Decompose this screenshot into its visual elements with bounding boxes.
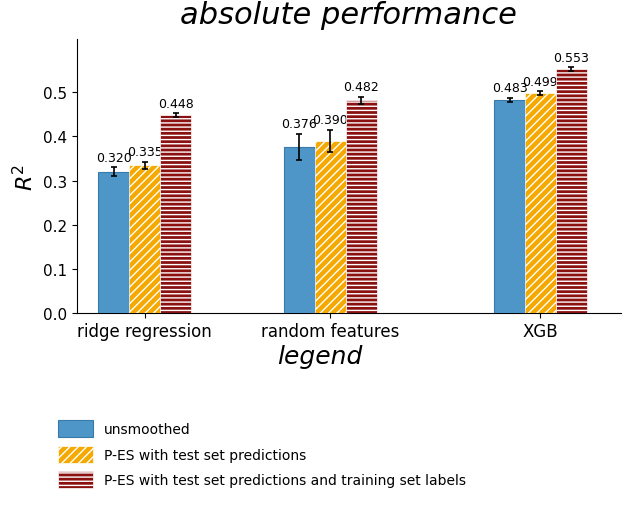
Text: 0.499: 0.499 xyxy=(523,75,558,88)
Bar xyxy=(284,148,315,313)
Bar xyxy=(556,70,587,313)
Bar xyxy=(129,166,160,313)
Text: 0.483: 0.483 xyxy=(492,82,527,95)
Y-axis label: $R^2$: $R^2$ xyxy=(12,163,37,190)
Text: legend: legend xyxy=(277,344,363,368)
Bar xyxy=(346,101,376,313)
Text: 0.320: 0.320 xyxy=(96,152,132,165)
Text: 0.482: 0.482 xyxy=(343,81,379,94)
Text: 0.376: 0.376 xyxy=(282,118,317,131)
Bar xyxy=(99,172,129,313)
Title: absolute performance: absolute performance xyxy=(180,1,517,30)
Bar xyxy=(315,141,346,313)
Text: 0.553: 0.553 xyxy=(554,52,589,65)
Bar xyxy=(494,100,525,313)
Text: 0.390: 0.390 xyxy=(312,114,348,127)
Text: 0.448: 0.448 xyxy=(158,97,193,110)
Legend: unsmoothed, P-ES with test set predictions, P-ES with test set predictions and t: unsmoothed, P-ES with test set predictio… xyxy=(58,421,466,488)
Bar xyxy=(525,93,556,313)
Bar xyxy=(160,116,191,313)
Text: 0.335: 0.335 xyxy=(127,146,163,159)
